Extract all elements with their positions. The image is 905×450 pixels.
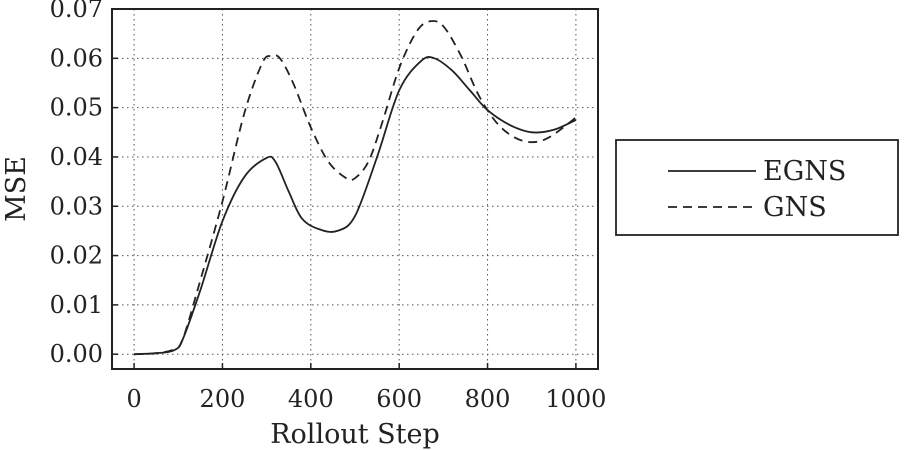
y-tick-label: 0.05 xyxy=(50,94,103,122)
y-tick-label: 0.06 xyxy=(50,44,103,72)
x-tick-label: 0 xyxy=(126,385,141,413)
x-tick-label: 600 xyxy=(376,385,422,413)
tick-layer: 0 200 400 600 800 1000 0.00 0.01 0.02 0.03 0.04 0.0… xyxy=(50,0,607,413)
legend: EGNS GNS xyxy=(615,139,899,236)
series-line-egns xyxy=(134,56,577,356)
y-tick-label: 0.03 xyxy=(50,192,103,220)
x-tick-label: 400 xyxy=(288,385,334,413)
x-tick-label: 800 xyxy=(465,385,511,413)
series-layer xyxy=(134,20,577,356)
x-axis-title: Rollout Step xyxy=(270,419,440,450)
y-tick-label: 0.00 xyxy=(50,340,103,368)
legend-label-gns: GNS xyxy=(763,192,827,223)
legend-box xyxy=(615,139,899,236)
y-tick-label: 0.02 xyxy=(50,242,103,270)
grid-layer xyxy=(112,8,598,369)
y-tick-label: 0.01 xyxy=(50,291,103,319)
series-line-gns xyxy=(134,20,577,356)
x-tick-label: 1000 xyxy=(545,385,606,413)
y-tick-label: 0.07 xyxy=(50,0,103,23)
x-tick-label: 200 xyxy=(200,385,246,413)
plot-frame xyxy=(111,8,599,370)
legend-label-egns: EGNS xyxy=(763,156,846,187)
y-axis-title: MSE xyxy=(1,156,32,222)
y-tick-label: 0.04 xyxy=(50,143,103,171)
